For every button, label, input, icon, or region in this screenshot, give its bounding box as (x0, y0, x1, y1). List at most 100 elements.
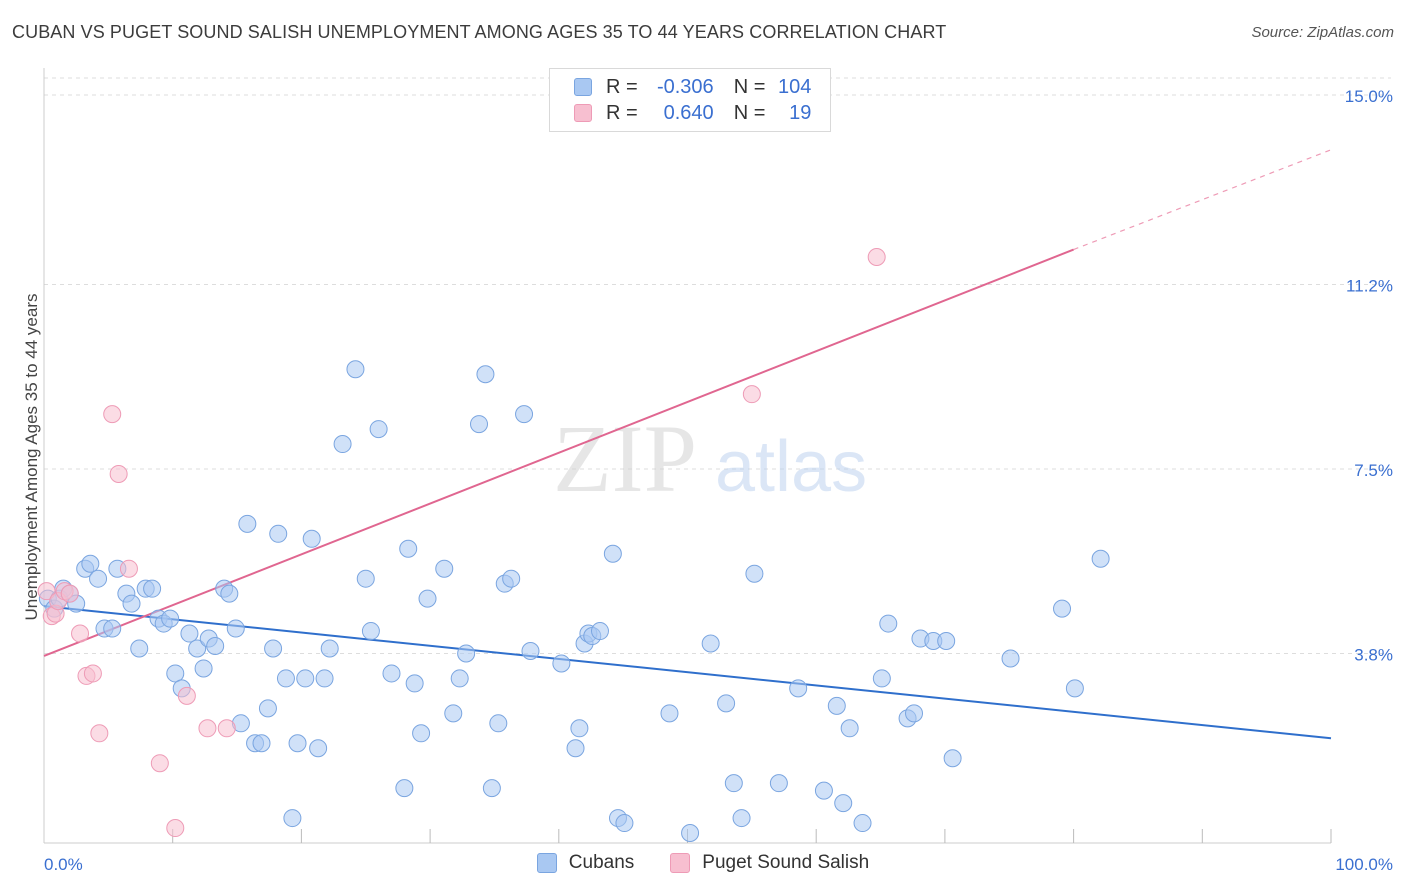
axes (43, 68, 1332, 844)
cubans-point (872, 669, 891, 688)
cubans-point (89, 569, 108, 588)
cubans-point (879, 614, 898, 633)
cubans-point (395, 779, 414, 798)
cubans-trend-line (43, 605, 1332, 740)
cubans-point (853, 814, 872, 833)
legend-row-salish: R = 0.640 N = 19 (574, 101, 811, 125)
cubans-point (489, 714, 508, 733)
cubans-point (457, 644, 476, 663)
cubans-point (315, 669, 334, 688)
cubans-point (288, 734, 307, 753)
cubans-point (399, 539, 418, 558)
cubans-point (717, 694, 736, 713)
cubans-point (269, 524, 288, 543)
salish-point (166, 819, 185, 838)
cubans-point (238, 514, 257, 533)
cubans-point (194, 659, 213, 678)
cubans-point (309, 739, 328, 758)
cubans-point (435, 559, 454, 578)
salish-point (83, 664, 102, 683)
cubans-point (166, 664, 185, 683)
cubans-point (943, 749, 962, 768)
cubans-point (732, 809, 751, 828)
cubans-point (382, 664, 401, 683)
correlation-legend: R = -0.306 N = 104 R = 0.640 N = 19 (549, 68, 831, 132)
cubans-point (724, 774, 743, 793)
watermark-atlas: atlas (715, 427, 867, 507)
cubans-point (369, 420, 388, 439)
grid-lines (44, 77, 1391, 654)
cubans-point (470, 415, 489, 434)
salish-point (119, 559, 138, 578)
cubans-point (590, 622, 609, 641)
salish-swatch (670, 853, 691, 873)
cubans-point (405, 674, 424, 693)
cubans-point (615, 814, 634, 833)
legend-label-salish: Puget Sound Salish (702, 852, 870, 873)
n-label: N = (733, 75, 766, 98)
cubans-point (745, 564, 764, 583)
cubans-point (252, 734, 271, 753)
legend-label-cubans: Cubans (568, 852, 635, 873)
y-tick-label: 3.8% (1354, 645, 1393, 664)
salish-point (37, 582, 56, 601)
legend-item-cubans[interactable]: Cubans (536, 852, 635, 874)
cubans-point (283, 809, 302, 828)
tick-labels: 3.8% 7.5% 11.2% 15.0% 0.0% 100.0% (44, 87, 1393, 874)
cubans-point (206, 637, 225, 656)
cubans-point (814, 781, 833, 800)
salish-point (198, 719, 217, 738)
n-label: N = (733, 101, 766, 124)
salish-point (109, 464, 128, 483)
cubans-point (333, 435, 352, 454)
r-value: -0.306 (656, 75, 714, 98)
cubans-point (521, 642, 540, 660)
cubans-point (834, 794, 853, 813)
legend-item-salish[interactable]: Puget Sound Salish (670, 852, 869, 874)
cubans-point (226, 619, 245, 638)
cubans-point (258, 699, 277, 718)
cubans-point (1001, 649, 1020, 668)
salish-swatch (574, 104, 592, 122)
cubans-point (302, 529, 321, 548)
salish-point (103, 405, 122, 424)
cubans-point (1091, 549, 1110, 568)
cubans-point (570, 719, 589, 738)
cubans-point (701, 634, 720, 653)
cubans-point (1053, 599, 1072, 618)
y-tick-label: 7.5% (1354, 461, 1393, 480)
salish-point (217, 719, 236, 738)
cubans-point (476, 365, 495, 384)
cubans-point (603, 544, 622, 563)
source-credit: Source: ZipAtlas.com (1251, 24, 1394, 41)
x-tick-label: 0.0% (44, 855, 83, 874)
cubans-point (502, 569, 521, 588)
cubans-point (660, 704, 679, 723)
cubans-point (143, 579, 162, 598)
cubans-point (81, 554, 100, 573)
cubans-point (566, 739, 585, 758)
cubans-point (515, 405, 534, 424)
cubans-point (905, 704, 924, 723)
cubans-point (1065, 679, 1084, 698)
cubans-point (444, 704, 463, 723)
n-value: 104 (778, 75, 812, 98)
r-label: R = (606, 75, 638, 98)
salish-point (177, 686, 196, 705)
watermark-zip: ZIP (553, 405, 697, 512)
cubans-point (412, 724, 431, 743)
cubans-point (346, 360, 365, 379)
salish-trend-line (43, 248, 1074, 657)
x-tick-label: 100.0% (1335, 855, 1393, 874)
cubans-point (789, 679, 808, 698)
cubans-point (840, 719, 859, 738)
cubans-point (827, 696, 846, 715)
cubans-point (681, 824, 700, 843)
salish-trend-extension (1073, 149, 1332, 251)
data-points (37, 248, 1110, 843)
r-value: 0.640 (663, 101, 714, 124)
legend-row-cubans: R = -0.306 N = 104 (574, 75, 811, 99)
cubans-point (161, 609, 180, 628)
cubans-point (276, 669, 295, 688)
